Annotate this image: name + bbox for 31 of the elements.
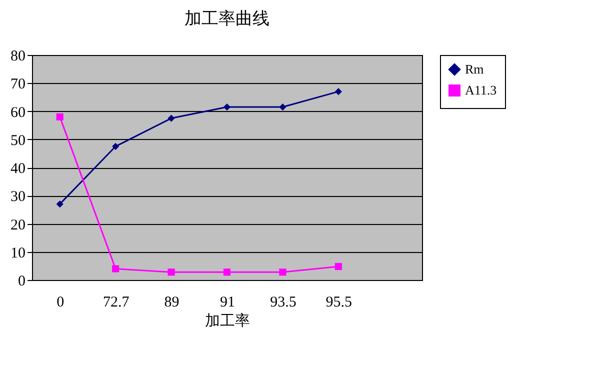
x-tick-label: 72.7 bbox=[102, 294, 130, 310]
x-tick-label: 0 bbox=[56, 294, 64, 310]
x-tick-label: 95.5 bbox=[326, 294, 352, 310]
point bbox=[112, 142, 120, 150]
y-tick-label: 60 bbox=[10, 104, 26, 121]
legend-label: A11.3 bbox=[465, 82, 497, 98]
x-tick-label: 89 bbox=[164, 294, 180, 310]
x-tick-label: 93.5 bbox=[270, 294, 296, 310]
chart-title: 加工率曲线 bbox=[184, 9, 270, 28]
y-tick-label: 40 bbox=[10, 161, 26, 177]
point bbox=[279, 268, 286, 276]
point bbox=[112, 265, 120, 272]
y-tick-label: 20 bbox=[10, 217, 26, 234]
point bbox=[168, 268, 175, 276]
x-tick-label: 91 bbox=[220, 294, 235, 310]
point bbox=[168, 114, 175, 122]
y-tick-label: 50 bbox=[10, 132, 26, 149]
y-tick-label: 10 bbox=[10, 245, 26, 262]
point bbox=[334, 88, 342, 96]
point bbox=[279, 103, 286, 111]
y-tick-label: 80 bbox=[10, 48, 26, 64]
point bbox=[223, 268, 231, 276]
point bbox=[56, 113, 64, 120]
x-axis-title: 加工率 bbox=[205, 312, 250, 330]
y-tick-label: 70 bbox=[10, 76, 26, 93]
legend-label: Rm bbox=[465, 62, 484, 76]
point bbox=[56, 200, 64, 208]
point bbox=[223, 103, 231, 111]
y-tick-label: 30 bbox=[10, 189, 26, 206]
point bbox=[334, 262, 342, 270]
y-tick-label: 0 bbox=[18, 274, 26, 290]
